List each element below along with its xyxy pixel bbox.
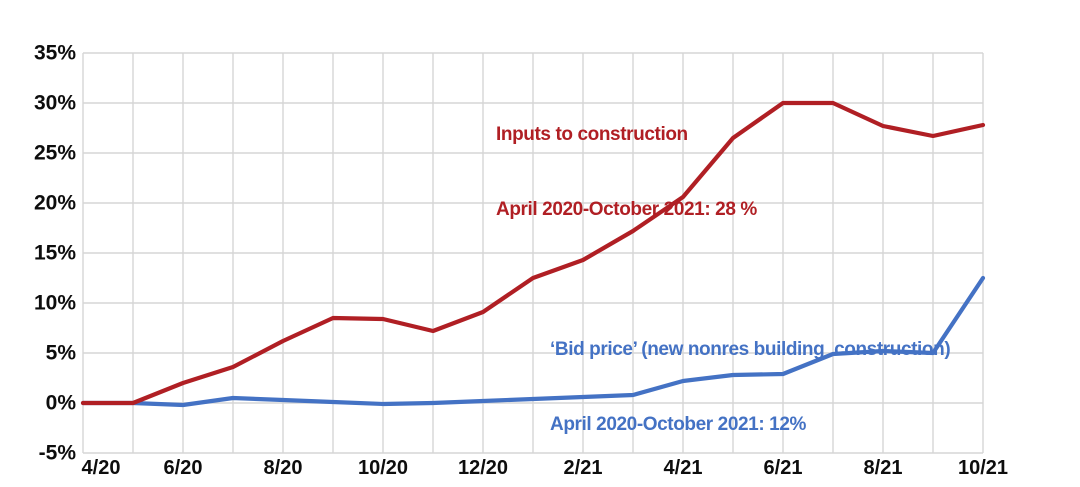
series-label-inputs-line1: Inputs to construction <box>496 124 688 145</box>
series-label-inputs: Inputs to construction April 2020-Octobe… <box>496 72 757 272</box>
x-tick-label: 2/21 <box>564 457 603 479</box>
x-tick-label: 4/20 <box>82 457 121 479</box>
y-tick-label: 20% <box>34 192 76 215</box>
y-tick-label: 0% <box>46 392 77 415</box>
x-tick-label: 8/20 <box>264 457 303 479</box>
y-tick-label: 25% <box>34 142 76 165</box>
x-tick-label: 10/20 <box>358 457 408 479</box>
y-tick-label: 35% <box>34 42 76 65</box>
x-tick-label: 6/21 <box>764 457 803 479</box>
y-tick-label: 15% <box>34 242 76 265</box>
x-tick-label: 10/21 <box>958 457 1008 479</box>
x-tick-label: 6/20 <box>164 457 203 479</box>
x-tick-label: 8/21 <box>864 457 903 479</box>
y-tick-label: 10% <box>34 292 76 315</box>
series-label-bid-price-line1: ‘Bid price’ (new nonres building constru… <box>550 339 951 360</box>
y-tick-label: 5% <box>46 342 77 365</box>
y-tick-label: -5% <box>39 442 77 465</box>
series-line <box>80 275 986 408</box>
x-tick-label: 4/21 <box>664 457 703 479</box>
series-label-bid-price: ‘Bid price’ (new nonres building constru… <box>550 287 951 487</box>
y-tick-label: 30% <box>34 92 76 115</box>
series-line <box>80 100 986 406</box>
x-tick-label: 12/20 <box>458 457 508 479</box>
series-label-inputs-line2: April 2020-October 2021: 28 % <box>496 199 757 220</box>
series-label-bid-price-line2: April 2020-October 2021: 12% <box>550 414 806 435</box>
